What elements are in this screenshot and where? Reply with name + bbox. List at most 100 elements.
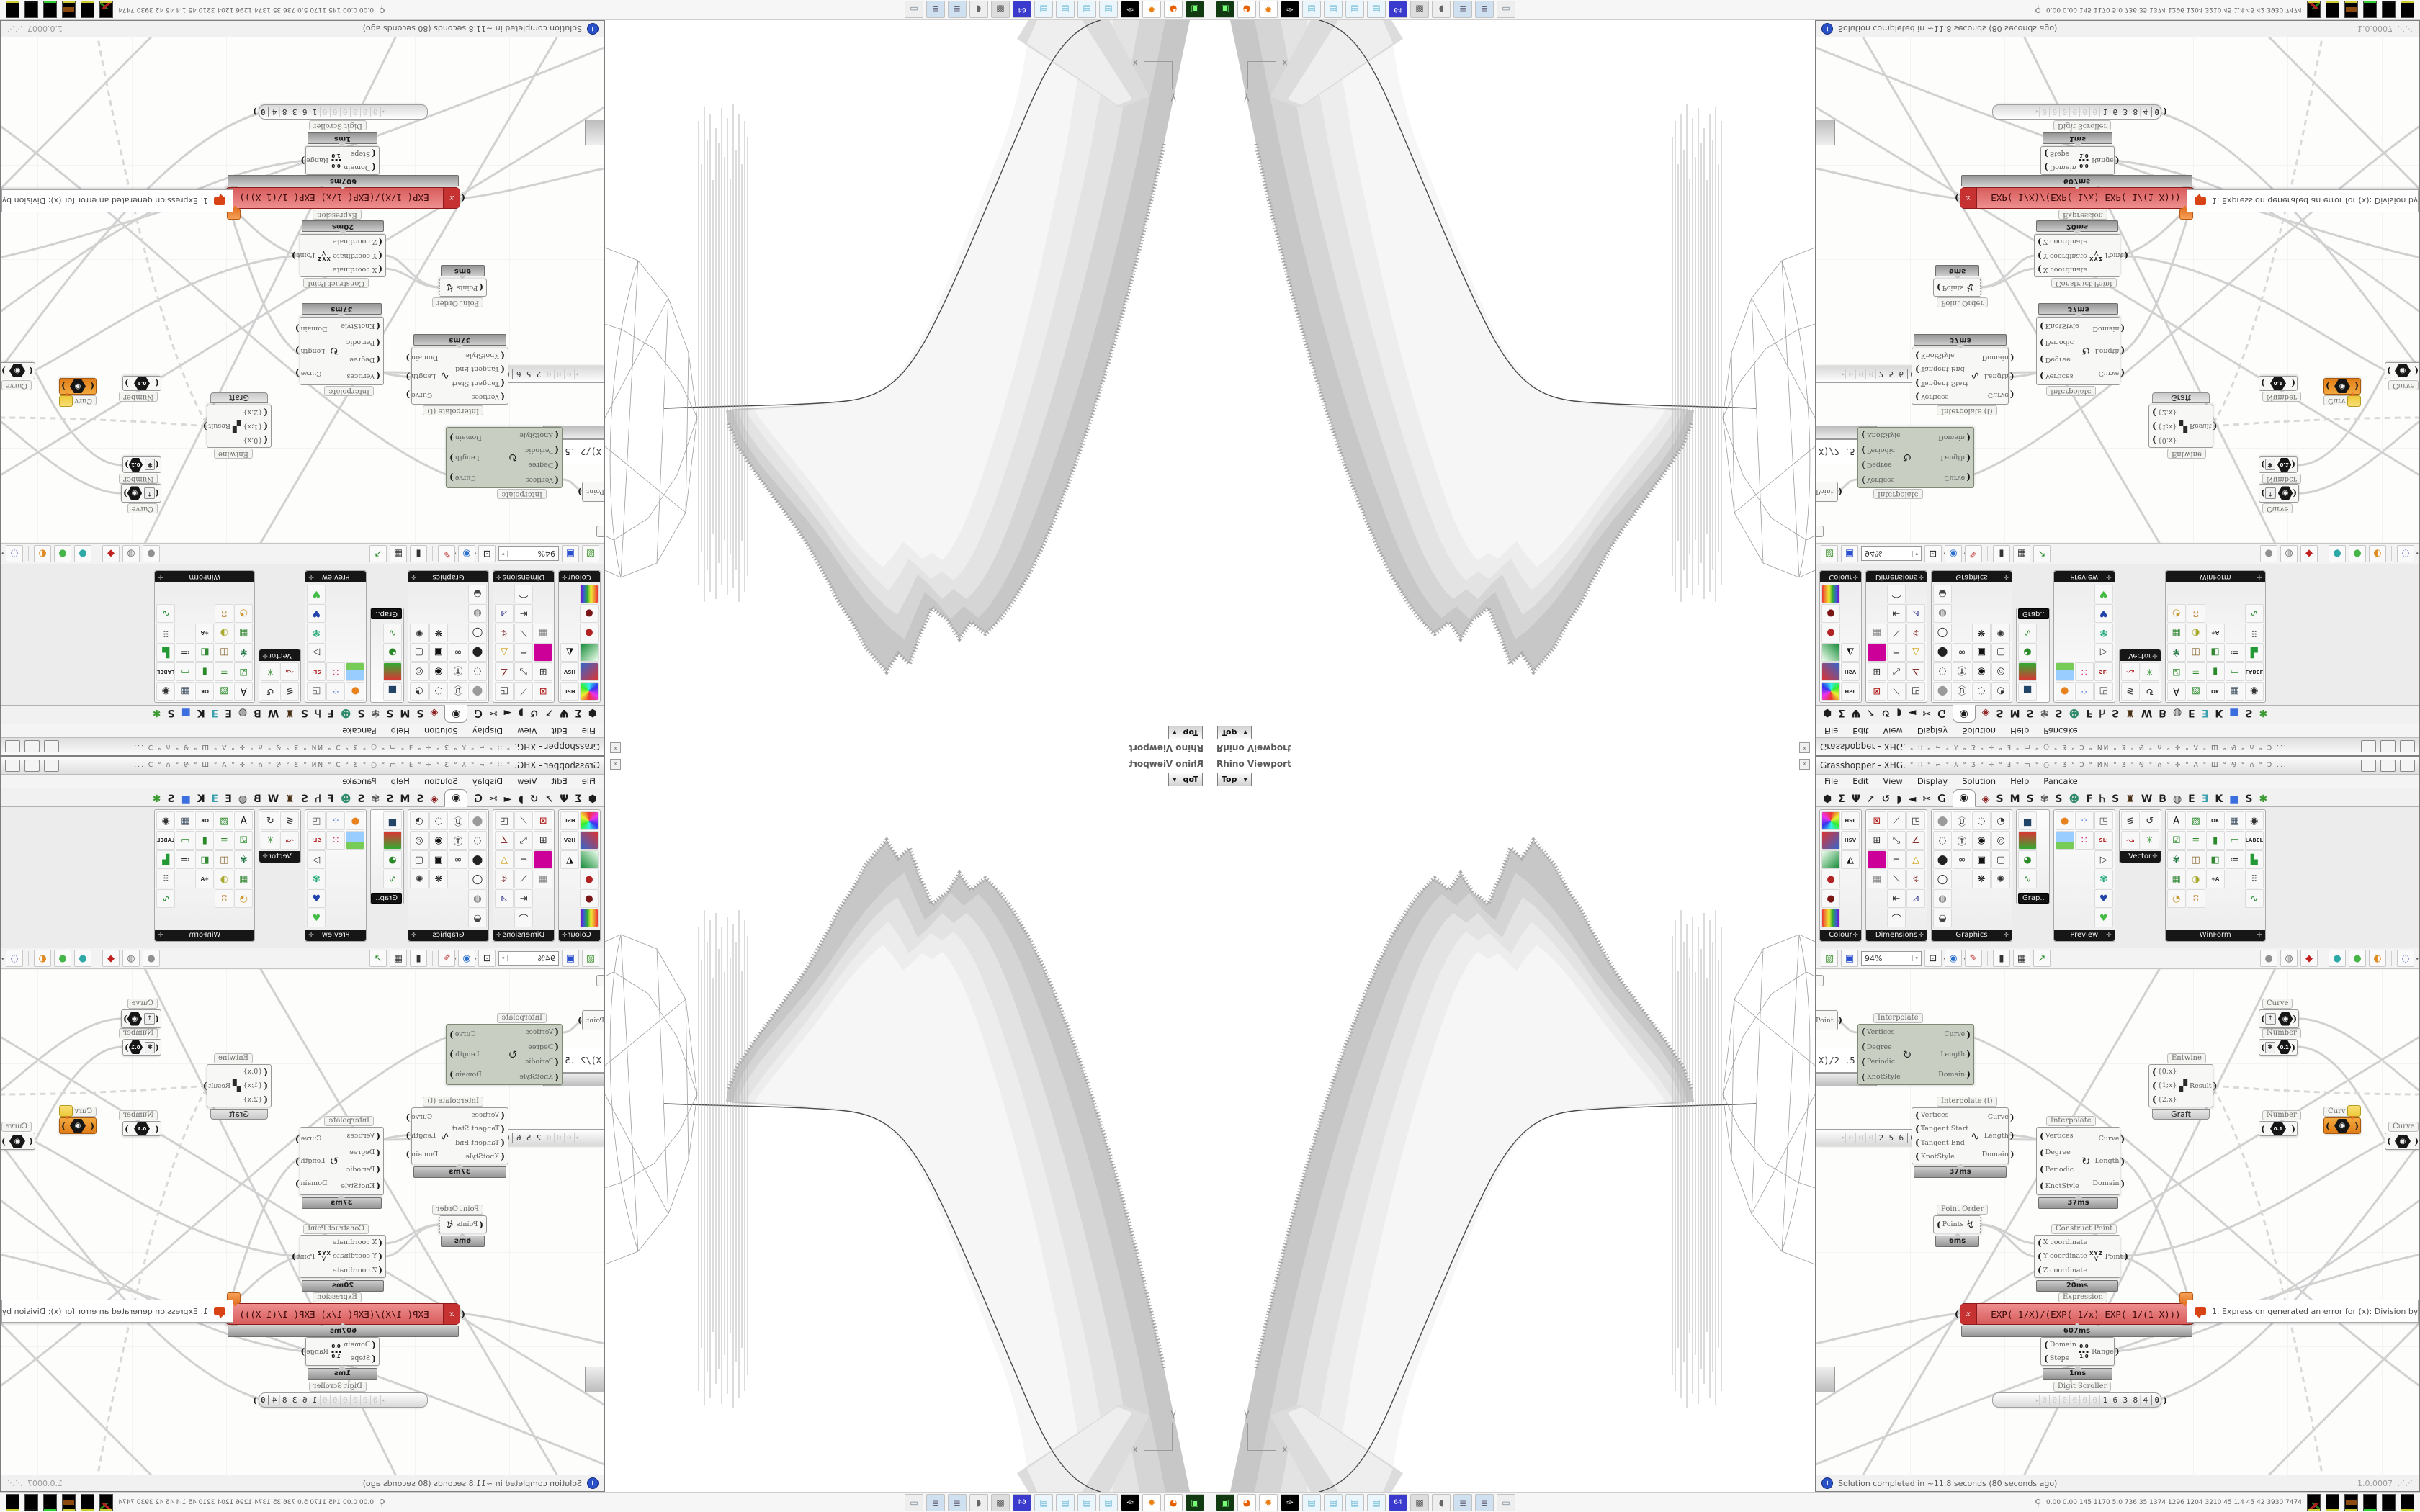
- menu-view[interactable]: View: [1883, 776, 1903, 786]
- param-option-icon[interactable]: ✱: [145, 459, 156, 471]
- input-port[interactable]: (Vertices: [471, 1110, 505, 1120]
- menu-solution[interactable]: Solution: [424, 776, 458, 786]
- output-port[interactable]: Result): [202, 421, 231, 431]
- launcher-scroll-1-icon[interactable]: ≣: [1453, 1493, 1472, 1511]
- tab-plugin-k[interactable]: K: [197, 793, 205, 805]
- tab-plugin-b[interactable]: B: [254, 793, 261, 805]
- expression-variable[interactable]: x: [443, 188, 460, 208]
- component-icon[interactable]: ⁙: [326, 831, 346, 850]
- node-number-param[interactable]: (0.1): [2259, 376, 2298, 391]
- component-icon[interactable]: ⠿: [2244, 624, 2264, 642]
- panel-footer-colour[interactable]: Colour ✛: [559, 571, 600, 582]
- menu-solution[interactable]: Solution: [1962, 726, 1996, 736]
- panel-footer-winform[interactable]: WinForm ✛: [2165, 571, 2265, 582]
- component-icon[interactable]: ◉: [156, 682, 176, 701]
- node-number-param[interactable]: (0.1): [122, 376, 161, 391]
- output-port[interactable]: Curve): [1987, 1112, 2015, 1122]
- component-icon[interactable]: ⁘: [2074, 811, 2094, 830]
- component-icon[interactable]: +A: [195, 624, 215, 642]
- menu-help[interactable]: Help: [2010, 726, 2030, 736]
- input-port[interactable]: (Z coordinate: [333, 236, 382, 247]
- tab-maths[interactable]: Σ: [1838, 793, 1845, 805]
- input-port[interactable]: (Periodic: [1861, 1056, 1896, 1067]
- component-icon[interactable]: ◔: [2166, 604, 2186, 623]
- chevron-down-icon[interactable]: ▾: [1, 956, 4, 962]
- input-port[interactable]: (Periodic: [2040, 337, 2074, 348]
- output-port[interactable]: Range): [300, 156, 328, 166]
- input-port[interactable]: (Points: [456, 282, 483, 293]
- input-port[interactable]: (Z coordinate: [2038, 1265, 2087, 1276]
- panel-footer-preview[interactable]: Preview ✛: [2053, 571, 2115, 582]
- node-interpolate-selected[interactable]: (Vertices (Degree (Periodic (KnotStyle ↻ Curv…: [446, 1024, 563, 1085]
- panel-footer-winform[interactable]: WinForm ✛: [155, 571, 255, 582]
- node-curve-param-warning[interactable]: (◉): [59, 1117, 97, 1134]
- input-port[interactable]: (KnotStyle: [2040, 1181, 2079, 1192]
- output-port[interactable]: Domain): [295, 323, 328, 334]
- component-icon[interactable]: ◑: [2186, 870, 2205, 888]
- tab-pancake[interactable]: ✱: [2259, 707, 2268, 719]
- tab-plugin-s3[interactable]: S: [2055, 707, 2063, 719]
- node-digit-scroller[interactable]: ▸ 0 0 0 0 0 0 1 6 3 8 4 0): [253, 104, 428, 120]
- component-icon[interactable]: ⟍: [514, 624, 533, 642]
- tab-plugin-tb[interactable]: Ǝ: [211, 707, 219, 719]
- component-icon[interactable]: ●: [580, 870, 599, 888]
- component-icon[interactable]: ✾: [2094, 870, 2113, 888]
- component-icon[interactable]: ✾: [2166, 850, 2186, 869]
- component-icon[interactable]: +A: [195, 870, 215, 888]
- component-icon[interactable]: ✺: [1991, 870, 2010, 888]
- node-curve-param[interactable]: (↑ ◉): [2259, 484, 2299, 503]
- warning-balloon-icon[interactable]: [59, 1105, 73, 1117]
- output-port[interactable]: Domain): [1938, 432, 1971, 443]
- component-icon[interactable]: [1821, 909, 1840, 927]
- component-icon[interactable]: ☑: [234, 662, 254, 681]
- launcher-blender-icon[interactable]: ✹: [1142, 1, 1161, 19]
- input-port[interactable]: (KnotStyle: [1915, 1151, 1955, 1162]
- tab-maths[interactable]: Σ: [575, 707, 582, 719]
- tab-pancake[interactable]: ✱: [2259, 793, 2268, 805]
- param-option-icon[interactable]: ↑: [144, 1013, 156, 1025]
- component-icon[interactable]: ⟋: [514, 811, 533, 830]
- input-port[interactable]: (Steps: [2044, 1353, 2069, 1364]
- component-icon[interactable]: ≡: [2186, 662, 2205, 681]
- zoom-level-field[interactable]: 94% ▾: [498, 546, 559, 561]
- component-icon[interactable]: ◌: [468, 662, 487, 681]
- panel-footer-winform[interactable]: WinForm ✛: [155, 930, 255, 941]
- custom-preview-icon[interactable]: ◐: [2369, 545, 2386, 562]
- output-port[interactable]: Length): [1984, 1130, 2015, 1141]
- component-icon[interactable]: ⌒: [514, 909, 533, 927]
- component-icon[interactable]: ◍: [468, 604, 487, 623]
- input-port[interactable]: (Vertices: [1915, 392, 1949, 402]
- output-port[interactable]: Range): [2092, 156, 2120, 166]
- tab-curve[interactable]: ↺: [1881, 707, 1891, 719]
- component-icon[interactable]: ▦: [534, 870, 552, 888]
- tab-transform[interactable]: Ⴚ: [474, 707, 483, 719]
- close-button[interactable]: [2400, 740, 2415, 753]
- node-range[interactable]: (Domain (Steps 0.0 ▪▪▪ 1.0 Range): [300, 146, 380, 175]
- component-icon[interactable]: ✺: [410, 624, 429, 642]
- node-number-param[interactable]: (✱ 0.1): [2259, 1039, 2298, 1056]
- viewport-close-icon[interactable]: x: [610, 759, 621, 770]
- component-icon[interactable]: [580, 850, 599, 869]
- component-icon[interactable]: [2018, 662, 2037, 681]
- component-icon[interactable]: ❋: [1972, 624, 1991, 642]
- component-icon[interactable]: [580, 682, 599, 701]
- tab-plugin-w[interactable]: W: [267, 707, 279, 719]
- monitor-applet[interactable]: [2401, 1493, 2414, 1511]
- input-port[interactable]: (KnotStyle: [1861, 1071, 1901, 1082]
- tab-plugin-s1[interactable]: S: [416, 793, 424, 805]
- component-icon[interactable]: ∞: [1953, 850, 1971, 869]
- component-icon[interactable]: ◭: [1841, 643, 1860, 662]
- tab-plugin-tb[interactable]: Ǝ: [211, 793, 219, 805]
- output-port[interactable]: Point): [2105, 251, 2129, 261]
- component-icon[interactable]: ◧: [195, 850, 215, 869]
- preview-wireframe-icon[interactable]: ◍: [122, 950, 140, 967]
- input-port[interactable]: (Vertices: [346, 371, 380, 382]
- input-port[interactable]: (Degree: [349, 354, 380, 365]
- node-interpolate-selected[interactable]: (Vertices (Degree (Periodic (KnotStyle ↻ Curv…: [1857, 1024, 1974, 1085]
- component-icon[interactable]: ◳: [2094, 811, 2113, 830]
- tab-transform[interactable]: Ⴚ: [1937, 793, 1946, 805]
- component-icon[interactable]: ●: [1821, 870, 1840, 888]
- node-interpolate-2[interactable]: (Vertices (Degree (Periodic (KnotStyle ↻ Curv…: [295, 1127, 384, 1195]
- output-port[interactable]: Length): [295, 346, 326, 356]
- input-port[interactable]: (Degree: [2040, 1147, 2071, 1158]
